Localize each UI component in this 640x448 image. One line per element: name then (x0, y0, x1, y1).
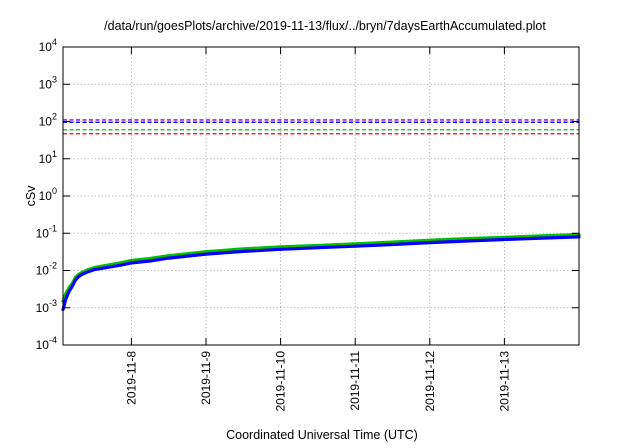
y-tick-exponent: -2 (49, 261, 57, 271)
y-tick-exponent: 4 (52, 37, 57, 47)
chart-title: /data/run/goesPlots/archive/2019-11-13/f… (104, 19, 546, 33)
y-tick-label: 10-3 (36, 298, 57, 315)
y-tick-exponent: 2 (52, 112, 57, 122)
y-tick-label: 10-1 (36, 223, 57, 240)
y-tick-base: 10 (39, 115, 53, 129)
y-axis-label: cSv (24, 185, 38, 207)
x-tick-label: 2019-11-10 (274, 351, 288, 412)
y-tick-label: 10-4 (36, 335, 57, 352)
threshold-lines (63, 119, 579, 135)
series-lines (61, 233, 581, 312)
x-axis-label: Coordinated Universal Time (UTC) (226, 428, 418, 442)
y-tick-exponent: -4 (49, 335, 57, 345)
y-tick-base: 10 (36, 226, 50, 240)
y-tick-base: 10 (36, 338, 50, 352)
series-line (61, 235, 581, 312)
series-line (61, 233, 581, 303)
x-tick-labels: 2019-11-8 2019-11-9 2019-11-10 2019-11-11 20… (124, 351, 511, 412)
y-tick-base: 10 (39, 152, 53, 166)
y-tick-label: 103 (39, 74, 57, 91)
y-tick-base: 10 (36, 301, 50, 315)
x-tick-label: 2019-11-8 (124, 351, 138, 405)
y-tick-label: 10-2 (36, 261, 57, 278)
y-tick-label: 104 (39, 37, 57, 54)
x-tick-label: 2019-11-12 (423, 351, 437, 412)
y-tick-exponent: 1 (52, 149, 57, 159)
y-tick-label: 100 (39, 186, 57, 203)
axis-ticks (63, 46, 579, 346)
x-tick-label: 2019-11-13 (497, 351, 511, 412)
y-tick-exponent: -3 (49, 298, 57, 308)
y-tick-label: 102 (39, 112, 57, 129)
y-tick-exponent: -1 (49, 223, 57, 233)
grid (63, 47, 579, 345)
y-tick-exponent: 3 (52, 74, 57, 84)
y-tick-exponent: 0 (52, 186, 57, 196)
y-tick-base: 10 (39, 189, 53, 203)
x-tick-label: 2019-11-9 (199, 351, 213, 405)
y-tick-base: 10 (36, 264, 50, 278)
y-tick-base: 10 (39, 77, 53, 91)
y-tick-label: 101 (39, 149, 57, 166)
y-tick-base: 10 (39, 40, 53, 54)
x-tick-label: 2019-11-11 (348, 351, 362, 411)
